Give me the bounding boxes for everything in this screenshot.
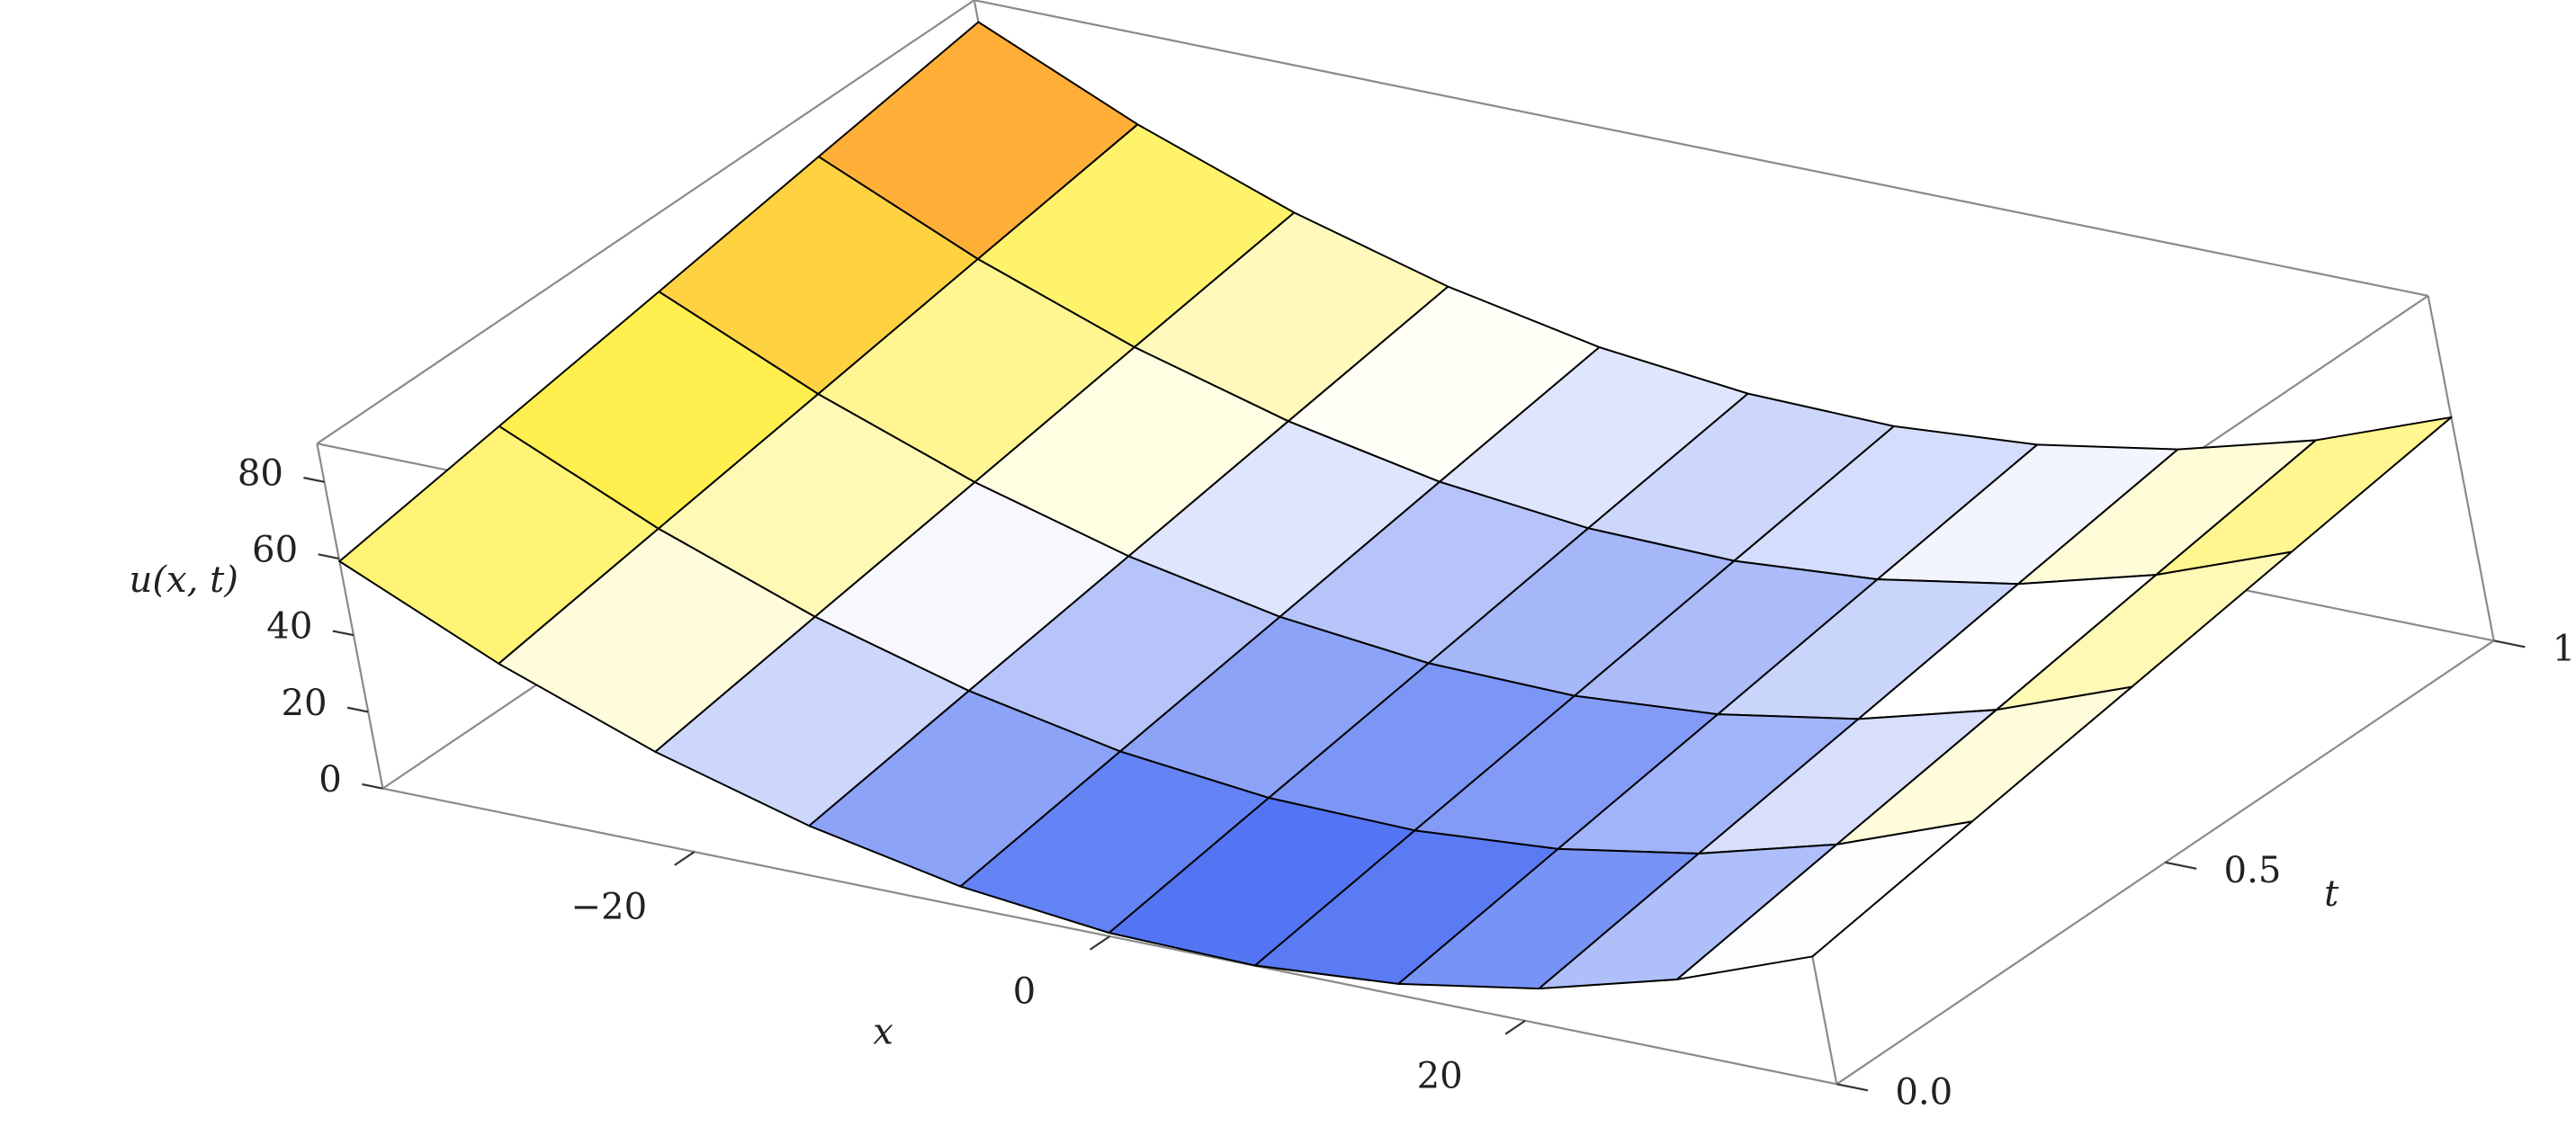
t-axis-label: t — [2324, 873, 2339, 915]
t-tick-label: 0.5 — [2224, 850, 2282, 891]
z-tick — [332, 630, 355, 637]
z-tick-label: 80 — [238, 452, 283, 494]
t-tick-label: 1.0 — [2553, 629, 2576, 670]
z-tick — [362, 783, 383, 790]
z-tick — [318, 553, 339, 560]
t-tick — [2493, 640, 2526, 648]
box-edge — [2427, 295, 2495, 641]
x-axis-label: x — [873, 1012, 893, 1053]
box-edge — [316, 443, 384, 789]
t-tick-label: 0.0 — [1895, 1072, 1952, 1114]
z-axis-label: u(x, t) — [129, 559, 238, 601]
x-tick — [674, 851, 696, 866]
z-tick — [346, 706, 369, 713]
x-tick-label: 20 — [1417, 1055, 1463, 1096]
surface-patch — [1675, 820, 1973, 980]
z-tick — [303, 477, 325, 483]
z-tick-label: 40 — [266, 606, 312, 648]
t-tick — [2165, 861, 2197, 870]
x-tick-label: −20 — [570, 887, 647, 928]
t-tick — [1836, 1083, 1869, 1092]
box-edge — [316, 0, 975, 445]
x-tick-label: 0 — [1013, 971, 1037, 1013]
z-tick-label: 20 — [282, 683, 328, 724]
z-tick-label: 60 — [252, 529, 298, 570]
x-tick — [1089, 935, 1111, 951]
axes: −20 0 20 0.0 0.5 1.0 0 20 40 60 80 x t u(x, t) — [129, 452, 2576, 1113]
x-tick — [1504, 1019, 1526, 1035]
box-edge — [974, 0, 2428, 297]
z-tick-label: 0 — [319, 759, 342, 801]
surface — [338, 21, 2453, 990]
